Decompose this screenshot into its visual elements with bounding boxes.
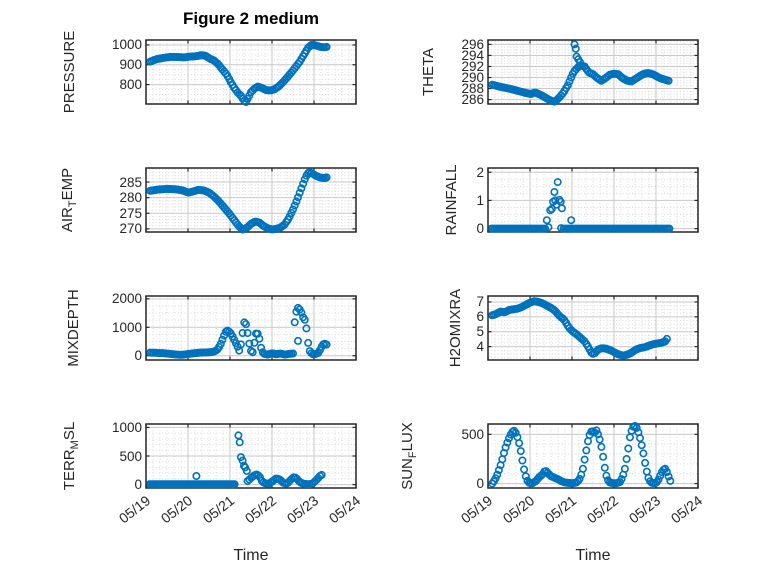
ylabel-subscript: F	[407, 451, 419, 459]
data-markers	[146, 431, 326, 489]
ylabel-text: SL	[61, 421, 78, 441]
y-axis-label-mixdepth: MIXDEPTH	[65, 258, 83, 398]
ytick-label-terr-msl: 0	[134, 477, 142, 493]
ytick-label-theta: 294	[461, 47, 484, 63]
plot-frame	[487, 295, 699, 361]
data-markers	[488, 421, 675, 488]
plot-frame	[487, 423, 699, 489]
tick-marks	[145, 40, 357, 104]
minor-grid	[146, 40, 356, 104]
y-axis-label-pressure: PRESSURE	[61, 2, 79, 142]
subplot-pressure	[145, 39, 357, 107]
ytick-label-air-temp: 285	[119, 174, 142, 190]
ytick-label-pressure: 900	[119, 57, 142, 73]
ytick-label-theta: 288	[461, 81, 484, 97]
subplot-rainfall	[487, 167, 699, 233]
y-axis-label-air-temp: AIRTEMP	[59, 130, 79, 270]
ytick-label-terr-msl: 1000	[111, 419, 142, 435]
subplot-theta	[487, 39, 699, 106]
subplot-air-temp	[145, 167, 357, 234]
ytick-label-theta: 296	[461, 36, 484, 52]
ytick-label-h2omixra: 4	[476, 339, 484, 355]
ylabel-text: H2OMIXRA	[447, 288, 464, 368]
tick-marks	[487, 40, 699, 104]
ytick-label-rainfall: 0	[476, 221, 484, 237]
ylabel-subscript: M	[69, 440, 81, 450]
ylabel-subscript: T	[67, 200, 79, 208]
ylabel-text: SUN	[399, 458, 416, 490]
figure-title: Figure 2 medium	[182, 9, 320, 28]
plot-frame	[487, 39, 699, 105]
y-axis-label-rainfall: RAINFALL	[443, 130, 461, 270]
ytick-label-h2omixra: 6	[476, 309, 484, 325]
data-markers	[146, 40, 331, 107]
ytick-label-h2omixra: 5	[476, 324, 484, 340]
ylabel-text: RAINFALL	[443, 164, 460, 236]
ylabel-text: THETA	[420, 47, 437, 97]
x-axis-label-left: Time	[233, 547, 269, 564]
minor-grid	[488, 296, 698, 360]
ytick-label-pressure: 800	[119, 77, 142, 93]
data-markers	[488, 297, 671, 360]
ytick-label-rainfall: 2	[476, 164, 484, 180]
plot-frame	[145, 295, 357, 361]
subplot-sun-flux	[487, 421, 699, 489]
tick-marks	[145, 168, 357, 232]
data-markers	[146, 303, 331, 359]
subplot-h2omixra	[487, 295, 699, 361]
ytick-label-theta: 292	[461, 58, 484, 74]
ytick-label-mixdepth: 1000	[111, 319, 142, 335]
data-markers	[488, 178, 674, 233]
ytick-label-mixdepth: 2000	[111, 291, 142, 307]
data-markers	[146, 168, 331, 234]
ytick-label-pressure: 1000	[111, 37, 142, 53]
ylabel-text: TERR	[61, 449, 78, 491]
ytick-label-terr-msl: 500	[119, 448, 142, 464]
y-axis-label-h2omixra: H2OMIXRA	[447, 258, 465, 398]
plot-frame	[145, 167, 357, 233]
data-markers	[488, 40, 673, 106]
ytick-label-h2omixra: 7	[476, 294, 484, 310]
y-axis-label-terr-msl: TERRMSL	[61, 386, 81, 526]
minor-grid	[146, 296, 356, 360]
ytick-label-theta: 286	[461, 92, 484, 108]
plot-frame	[145, 39, 357, 105]
ylabel-text: LUX	[399, 422, 416, 452]
ytick-label-air-temp: 270	[119, 221, 142, 237]
ylabel-text: AIR	[59, 207, 76, 233]
ylabel-text: PRESSURE	[61, 30, 78, 114]
y-axis-label-theta: THETA	[420, 2, 438, 142]
y-axis-label-sun-flux: SUNFLUX	[399, 386, 419, 526]
x-axis-label-right: Time	[575, 547, 611, 564]
ytick-label-sun-flux: 500	[461, 426, 484, 442]
ytick-label-rainfall: 1	[476, 192, 484, 208]
ytick-label-air-temp: 275	[119, 205, 142, 221]
subplot-terr-msl	[145, 423, 357, 489]
ytick-label-air-temp: 280	[119, 190, 142, 206]
ytick-label-mixdepth: 0	[134, 348, 142, 364]
ylabel-text: EMP	[59, 167, 76, 201]
minor-grid	[146, 168, 356, 233]
ytick-label-theta: 290	[461, 70, 484, 86]
subplot-mixdepth	[145, 295, 357, 361]
ylabel-text: MIXDEPTH	[65, 289, 82, 367]
ytick-label-sun-flux: 0	[476, 476, 484, 492]
